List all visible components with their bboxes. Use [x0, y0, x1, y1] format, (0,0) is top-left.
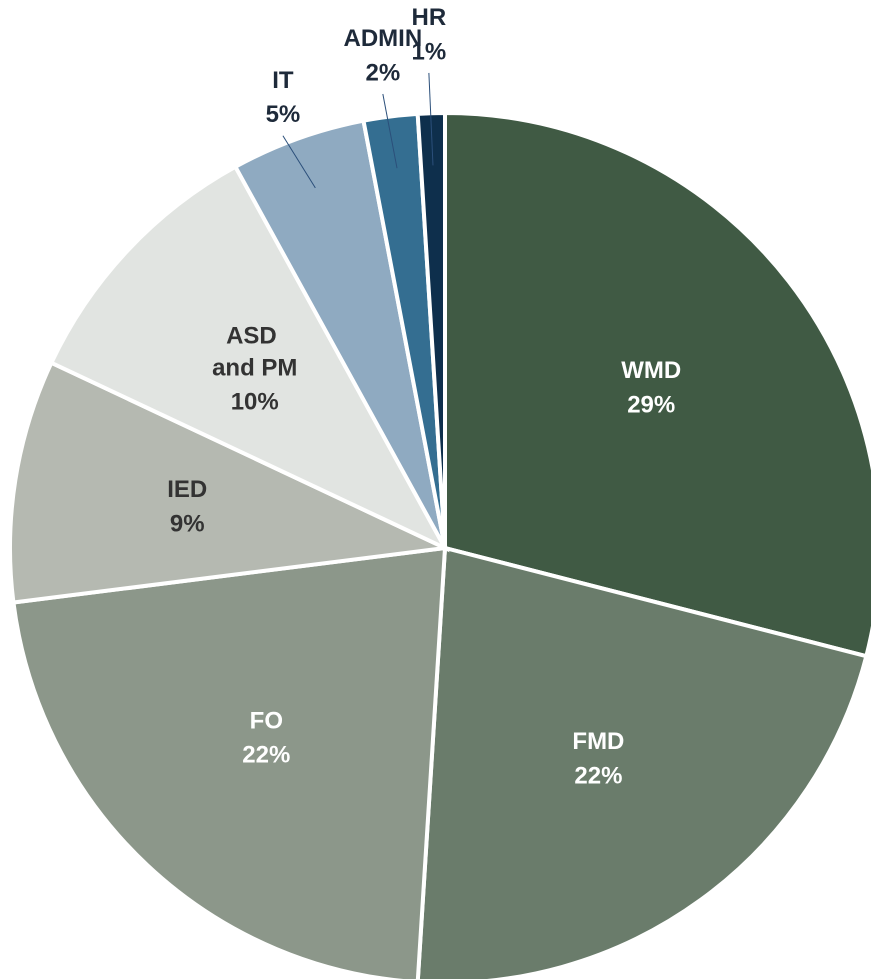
label-line: ADMIN: [344, 25, 423, 52]
value-label: 22%: [574, 762, 622, 789]
slice-label: ADMIN: [344, 25, 423, 52]
value-label: 22%: [242, 742, 290, 769]
label-line: WMD: [621, 357, 681, 384]
slice-label: ASD and PM: [212, 323, 297, 382]
slice-label: IED: [167, 477, 207, 504]
label-line: and PM: [212, 355, 297, 382]
leader-line: [382, 93, 398, 169]
pie-slice: [8, 360, 453, 605]
label-line: HR: [412, 4, 447, 31]
label-line: FO: [250, 708, 283, 735]
pie-slice: [11, 545, 448, 979]
value-label: 10%: [231, 389, 279, 416]
value-label: 2%: [366, 59, 401, 86]
label-line: ASD: [226, 323, 283, 350]
value-label: 1%: [412, 38, 447, 65]
label-line: FMD: [572, 728, 624, 755]
slice-label: HR: [412, 4, 447, 31]
slice-label: WMD: [621, 357, 681, 384]
slice-label: IT: [272, 67, 294, 94]
value-label: 29%: [627, 391, 675, 418]
leader-line: [282, 135, 316, 189]
pie-slice: [443, 110, 871, 659]
value-label: 5%: [266, 101, 301, 128]
value-label: 9%: [170, 511, 205, 538]
slice-label: FMD: [572, 728, 624, 755]
label-line: IED: [167, 477, 207, 504]
label-line: IT: [272, 67, 294, 94]
slice-label: FO: [250, 708, 283, 735]
pie-slice: [48, 164, 450, 553]
pie-slice: [415, 110, 447, 549]
leader-line: [428, 72, 434, 166]
pie-slice: [415, 545, 869, 979]
